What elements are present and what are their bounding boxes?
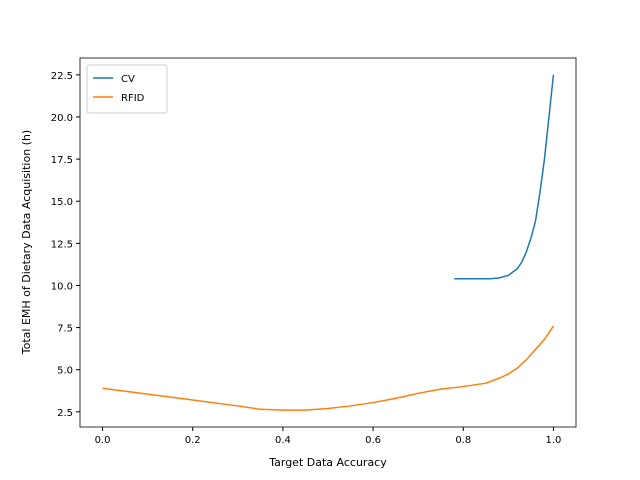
y-tick-label: 5.0 bbox=[57, 366, 73, 377]
x-tick-label: 0.2 bbox=[185, 435, 201, 446]
y-tick-label: 2.5 bbox=[57, 408, 73, 419]
y-tick-label: 17.5 bbox=[51, 155, 73, 166]
x-tick-label: 0.4 bbox=[275, 435, 291, 446]
x-tick-label: 1.0 bbox=[546, 435, 562, 446]
x-tick-label: 0.6 bbox=[365, 435, 381, 446]
y-tick-label: 15.0 bbox=[51, 197, 73, 208]
y-tick-label: 10.0 bbox=[51, 281, 73, 292]
axes-frame bbox=[79, 57, 577, 428]
x-axis-label: Target Data Accuracy bbox=[268, 456, 387, 469]
line-series bbox=[454, 74, 555, 280]
x-tick-label: 0.8 bbox=[455, 435, 471, 446]
x-tick-label: 0.0 bbox=[95, 435, 111, 446]
line-series bbox=[102, 325, 555, 411]
y-tick-label: 12.5 bbox=[51, 239, 73, 250]
y-axis-label: Total EMH of Dietary Data Acquisition (h… bbox=[20, 130, 33, 355]
y-tick-label: 22.5 bbox=[51, 71, 73, 82]
legend-label: CV bbox=[121, 74, 135, 85]
legend-box bbox=[86, 64, 168, 114]
y-tick-label: 20.0 bbox=[51, 113, 73, 124]
y-tick-label: 7.5 bbox=[57, 324, 73, 335]
legend-label: RFID bbox=[121, 93, 145, 104]
